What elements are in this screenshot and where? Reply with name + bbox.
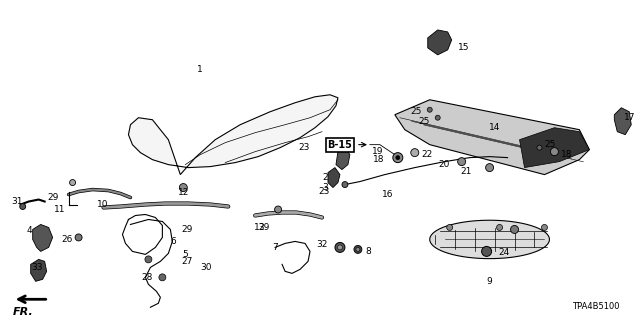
Text: 20: 20 <box>438 160 450 169</box>
Text: 27: 27 <box>181 257 192 266</box>
Text: FR.: FR. <box>12 307 33 317</box>
Circle shape <box>337 245 342 250</box>
Circle shape <box>435 115 440 120</box>
Circle shape <box>179 184 188 192</box>
Text: 17: 17 <box>624 113 636 122</box>
Text: 23: 23 <box>299 143 310 152</box>
Circle shape <box>275 206 282 213</box>
Text: 15: 15 <box>458 44 469 52</box>
Polygon shape <box>395 100 589 175</box>
Circle shape <box>354 245 362 253</box>
Text: 29: 29 <box>47 193 59 202</box>
Text: 30: 30 <box>200 263 212 272</box>
Text: 25: 25 <box>419 117 429 126</box>
Text: 8: 8 <box>365 247 371 256</box>
Polygon shape <box>520 128 589 168</box>
Text: 22: 22 <box>422 150 433 159</box>
Circle shape <box>497 224 502 230</box>
Text: 18: 18 <box>373 155 385 164</box>
Text: 16: 16 <box>382 190 394 199</box>
Text: 28: 28 <box>141 273 152 282</box>
Text: B-15: B-15 <box>328 140 353 150</box>
Text: 7: 7 <box>273 243 278 252</box>
Text: 26: 26 <box>61 235 72 244</box>
Text: 19: 19 <box>372 147 383 156</box>
Text: 5: 5 <box>182 250 188 259</box>
Circle shape <box>20 204 26 210</box>
Text: 33: 33 <box>31 263 43 272</box>
Circle shape <box>550 148 559 156</box>
Circle shape <box>356 247 360 252</box>
Polygon shape <box>428 30 452 55</box>
Text: 2: 2 <box>322 173 328 182</box>
Circle shape <box>482 246 492 256</box>
Text: 25: 25 <box>410 107 422 116</box>
Text: 29: 29 <box>181 225 192 234</box>
Text: 32: 32 <box>317 240 328 249</box>
Circle shape <box>428 107 432 112</box>
Text: 3: 3 <box>322 183 328 192</box>
Text: 4: 4 <box>27 226 33 235</box>
Polygon shape <box>430 220 550 259</box>
Polygon shape <box>614 108 631 135</box>
Circle shape <box>458 158 466 166</box>
Text: 11: 11 <box>54 205 66 214</box>
Polygon shape <box>336 148 350 170</box>
Circle shape <box>541 224 547 230</box>
Polygon shape <box>328 168 340 188</box>
Text: 21: 21 <box>460 167 472 176</box>
Circle shape <box>486 164 493 172</box>
Text: 25: 25 <box>545 140 556 149</box>
Circle shape <box>342 181 348 188</box>
Circle shape <box>411 149 419 156</box>
Polygon shape <box>129 95 338 175</box>
Text: TPA4B5100: TPA4B5100 <box>572 302 620 311</box>
Text: 12: 12 <box>179 188 189 197</box>
Polygon shape <box>31 260 47 281</box>
Text: 18: 18 <box>561 150 573 159</box>
Text: 1: 1 <box>197 65 203 74</box>
Text: 14: 14 <box>489 123 500 132</box>
Text: 6: 6 <box>171 237 177 246</box>
Circle shape <box>75 234 82 241</box>
Text: 10: 10 <box>97 200 109 209</box>
Circle shape <box>70 180 76 186</box>
Text: 9: 9 <box>487 277 492 286</box>
Polygon shape <box>33 224 52 252</box>
Text: 13: 13 <box>253 223 265 232</box>
Text: 31: 31 <box>12 197 22 206</box>
Circle shape <box>335 243 345 252</box>
Circle shape <box>393 153 403 163</box>
Text: 24: 24 <box>499 248 509 257</box>
Circle shape <box>159 274 166 281</box>
Circle shape <box>511 226 518 234</box>
Circle shape <box>537 145 542 150</box>
Text: 23: 23 <box>319 187 330 196</box>
Circle shape <box>447 224 452 230</box>
Circle shape <box>145 256 152 263</box>
Circle shape <box>396 156 400 160</box>
Text: 29: 29 <box>259 223 270 232</box>
